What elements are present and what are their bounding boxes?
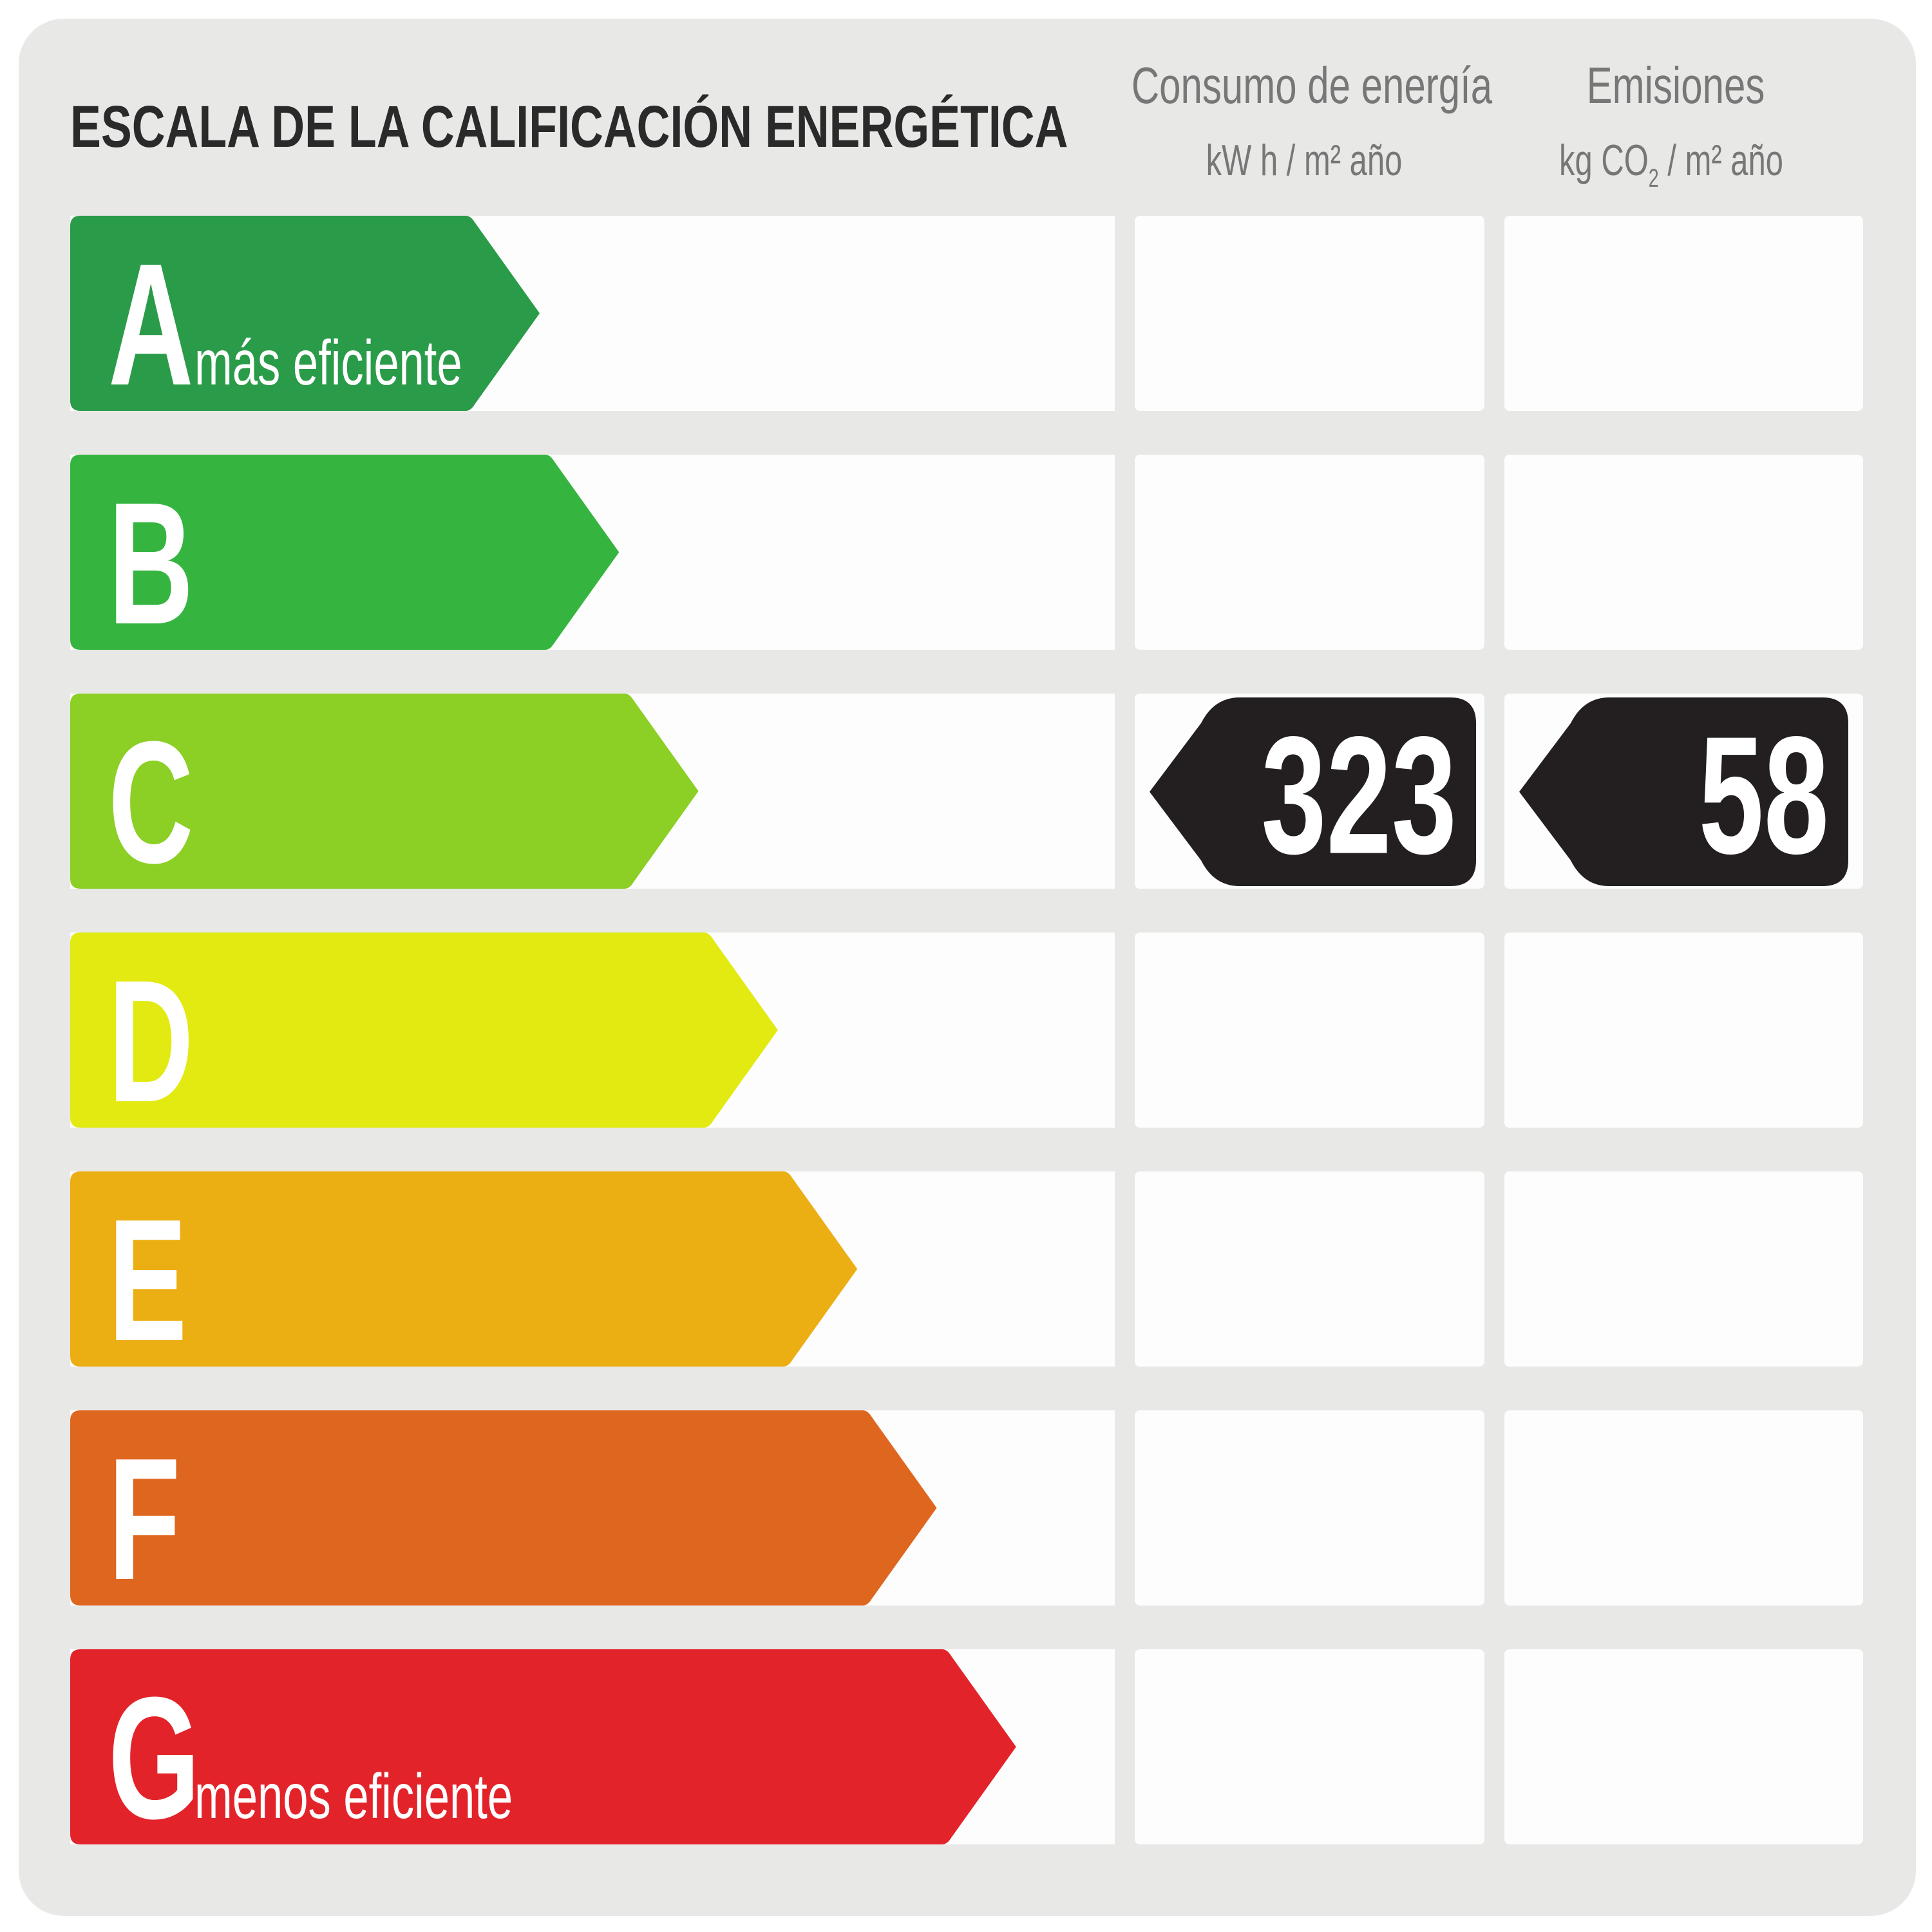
rating-letter: D (108, 944, 194, 1139)
consumo-cell (1135, 933, 1484, 1128)
rating-letter: C (108, 705, 194, 900)
emisiones-title: Emisiones (1587, 57, 1765, 114)
emisiones-badge-value: 58 (1699, 701, 1829, 889)
emisiones-cell (1504, 1171, 1863, 1367)
emisiones-cell (1504, 1649, 1863, 1844)
emisiones-badge-shape (1519, 697, 1848, 886)
column-header-consumo: Consumo de energía kW h / m² año (1132, 57, 1493, 185)
emisiones-badge: 58 (1519, 697, 1848, 889)
rating-arrow (70, 1410, 937, 1605)
rating-arrow (70, 933, 778, 1128)
consumo-cell (1135, 1171, 1484, 1367)
rating-arrow (70, 1171, 858, 1367)
consumo-cell (1135, 216, 1484, 411)
rating-subtitle: menos eficiente (194, 1762, 513, 1832)
rating-arrow (70, 455, 620, 650)
rating-row-f: F (70, 1410, 1863, 1616)
rating-row-b: B (70, 455, 1863, 660)
consumo-badge: 323 (1150, 697, 1476, 889)
emisiones-cell (1504, 216, 1863, 411)
rating-arrow (70, 1649, 1016, 1844)
page-title: ESCALA DE LA CALIFICACIÓN ENERGÉTICA (70, 93, 1068, 160)
rating-letter: B (108, 466, 194, 661)
rating-subtitle: más eficiente (194, 328, 462, 399)
rating-arrow (70, 216, 540, 411)
rating-letter: G (108, 1661, 200, 1855)
emisiones-cell (1504, 1410, 1863, 1605)
emisiones-cell (1504, 933, 1863, 1128)
consumo-unit: kW h / m² año (1206, 135, 1403, 185)
consumo-cell (1135, 1649, 1484, 1844)
rating-letter: F (108, 1422, 180, 1616)
rating-arrow (70, 694, 699, 889)
rating-row-d: D (70, 933, 1863, 1138)
emisiones-unit: kg CO2 / m² año (1559, 135, 1783, 193)
rating-letter: E (108, 1183, 187, 1378)
rating-row-c: C 323 58 (70, 694, 1863, 899)
column-header-emisiones: Emisiones kg CO2 / m² año (1559, 57, 1783, 193)
consumo-cell (1135, 1410, 1484, 1605)
rating-letter: A (108, 227, 194, 422)
rating-row-e: E (70, 1171, 1863, 1377)
consumo-cell (1135, 455, 1484, 650)
consumo-badge-shape (1150, 697, 1476, 886)
emisiones-cell (1504, 455, 1863, 650)
consumo-title: Consumo de energía (1132, 57, 1493, 114)
consumo-badge-value: 323 (1261, 701, 1457, 889)
